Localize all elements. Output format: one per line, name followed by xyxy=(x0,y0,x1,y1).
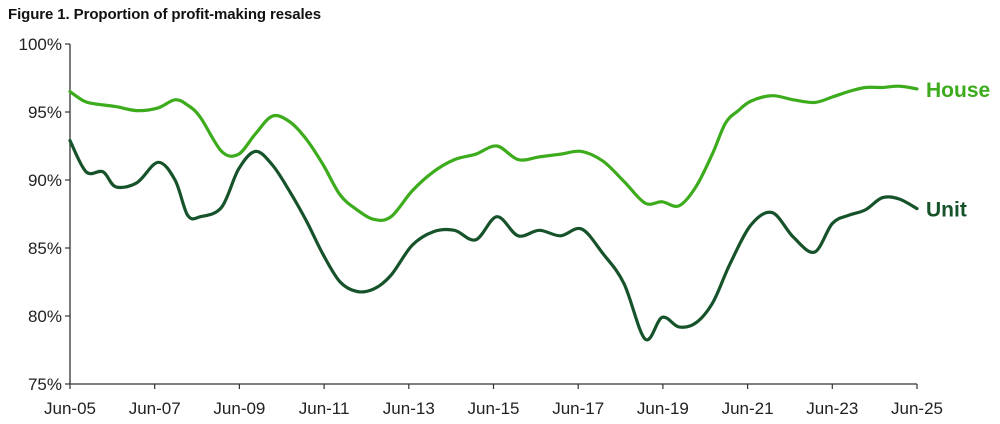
y-tick-label: 90% xyxy=(28,171,62,190)
series-line-house xyxy=(68,84,919,222)
x-tick-label: Jun-19 xyxy=(637,399,689,418)
axes xyxy=(69,44,917,385)
y-tick-label: 100% xyxy=(19,35,62,54)
y-tick-label: 85% xyxy=(28,239,62,258)
y-tick-label: 80% xyxy=(28,307,62,326)
x-axis-ticks: Jun-05 Jun-07 Jun-09 Jun-11 Jun-13 Jun-15 Jun-… xyxy=(44,384,943,418)
x-tick-label: Jun-11 xyxy=(299,399,350,418)
x-tick-label: Jun-13 xyxy=(383,399,435,418)
series-label-unit: Unit xyxy=(926,199,967,222)
series-lines xyxy=(68,84,919,342)
x-tick-label: Jun-17 xyxy=(552,399,604,418)
y-tick-label: 95% xyxy=(28,103,62,122)
x-tick-label: Jun-05 xyxy=(44,399,96,418)
series-labels: House Unit xyxy=(926,79,990,222)
x-tick-label: Jun-09 xyxy=(213,399,265,418)
y-tick-label: 75% xyxy=(28,375,62,394)
x-tick-label: Jun-23 xyxy=(806,399,858,418)
x-tick-label: Jun-07 xyxy=(129,399,181,418)
y-axis-ticks: 75% 80% 85% 90% 95% 100% xyxy=(19,35,70,394)
series-line-unit xyxy=(68,139,919,342)
x-tick-label: Jun-15 xyxy=(468,399,520,418)
series-label-house: House xyxy=(926,79,990,102)
x-tick-label: Jun-21 xyxy=(722,399,774,418)
chart-title: Figure 1. Proportion of profit-making re… xyxy=(8,6,322,23)
x-tick-label: Jun-25 xyxy=(891,399,943,418)
